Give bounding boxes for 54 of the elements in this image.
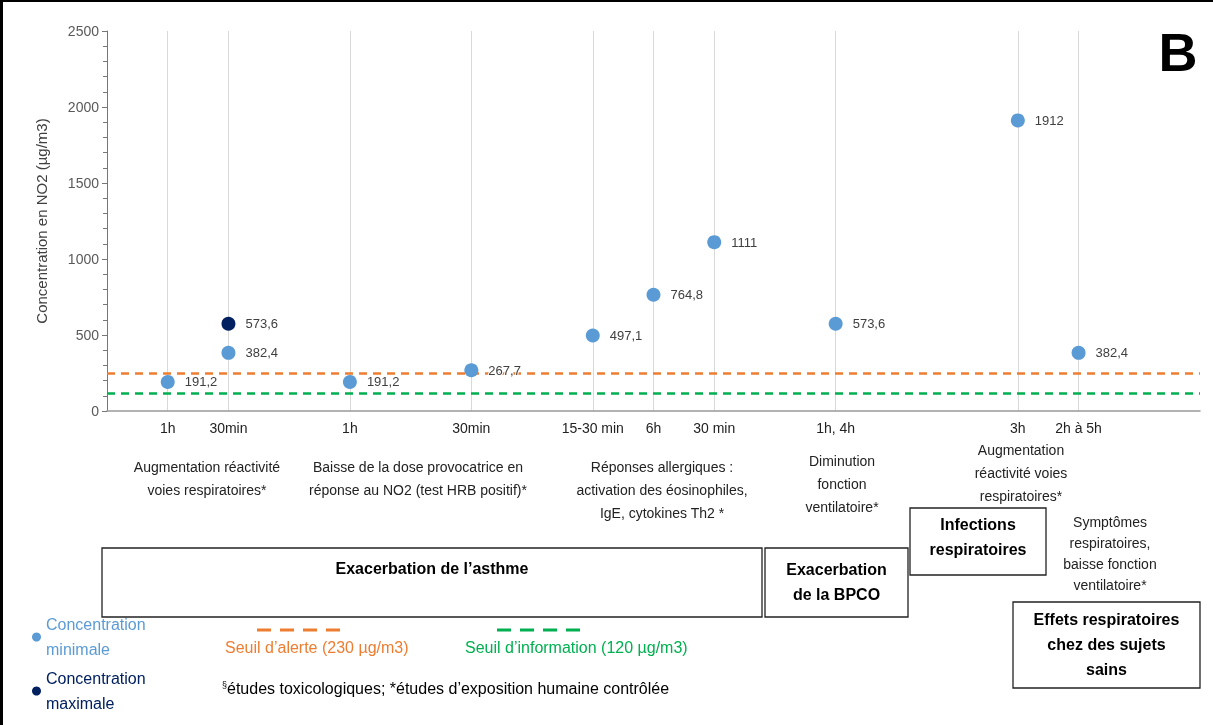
data-label: 573,6: [245, 316, 278, 332]
legend-label: Concentration maximale: [46, 670, 151, 712]
text: Infections respiratoires: [929, 516, 1027, 558]
data-label: 382,4: [245, 345, 278, 361]
point: [707, 235, 722, 250]
point: [342, 374, 357, 389]
point: [828, 316, 843, 331]
data-label: 764,8: [670, 287, 704, 303]
text: Diminution fonction ventilatoire*: [805, 452, 880, 515]
x-tick-label: 1h, 4h: [816, 420, 856, 436]
data-label: 573,6: [852, 316, 886, 332]
point: [1071, 345, 1086, 360]
x-tick-label: 30min: [209, 420, 248, 436]
y-tick-label: 0: [91, 403, 100, 419]
text: Symptômes respiratoires, baisse fonction ventilatoire*: [1063, 513, 1157, 593]
x-tick-label: 2h à 5h: [1055, 420, 1102, 436]
data-label: 1111: [731, 234, 758, 250]
text: Réponses allergiques : activation des éosinophiles, IgE, cytokines Th2 *: [576, 458, 748, 521]
point: [1010, 113, 1025, 128]
point: [585, 328, 600, 343]
y-axis-title: Concentration en NO2 (µg/m3): [33, 118, 50, 324]
y-tick-label: 1500: [67, 175, 100, 191]
x-tick-label: 3h: [1010, 420, 1026, 436]
ref-line-label: Seuil d’information (120 µg/m3): [465, 638, 688, 656]
text: Effets respiratoires chez des sujets sains: [1033, 611, 1180, 678]
data-label: 191,2: [366, 374, 400, 390]
point: [221, 345, 236, 360]
x-tick-label: 15-30 min: [561, 420, 624, 436]
x-tick-label: 30min: [452, 420, 491, 436]
data-label: 497,1: [609, 327, 643, 343]
point: [464, 363, 479, 378]
point: [160, 374, 175, 389]
point: [646, 287, 661, 302]
x-tick-label: 1h: [342, 420, 358, 436]
text: §études toxicologiques; *études d’exposition humaine contrôlée: [222, 679, 670, 697]
text: Augmentation réactivité voies respiratoires*: [133, 458, 281, 498]
y-tick-label: 2500: [67, 23, 100, 39]
data-label: 1912: [1034, 112, 1064, 128]
y-tick-label: 2000: [67, 99, 100, 115]
annotation: B: [1158, 22, 1198, 82]
x-tick-label: 30 min: [693, 420, 736, 436]
y-tick-label: 1000: [67, 251, 100, 267]
x-tick-label: 1h: [159, 420, 176, 436]
text: Augmentation réactivité voies respiratoires*: [974, 441, 1068, 504]
legend-label: Concentration minimale: [46, 616, 151, 658]
x-tick-label: 6h: [645, 420, 662, 436]
text: Exacerbation de l’asthme: [335, 560, 529, 577]
y-tick-label: 500: [75, 327, 100, 343]
text: Exacerbation de la BPCO: [786, 561, 887, 603]
text: Baisse de la dose provocatrice en réponse au NO2 (test HRB positif)*: [309, 458, 528, 498]
data-label: 191,2: [184, 374, 218, 390]
ref-line-label: Seuil d’alerte (230 µg/m3): [225, 638, 409, 656]
data-label: 382,4: [1095, 345, 1129, 361]
point: [221, 316, 236, 331]
